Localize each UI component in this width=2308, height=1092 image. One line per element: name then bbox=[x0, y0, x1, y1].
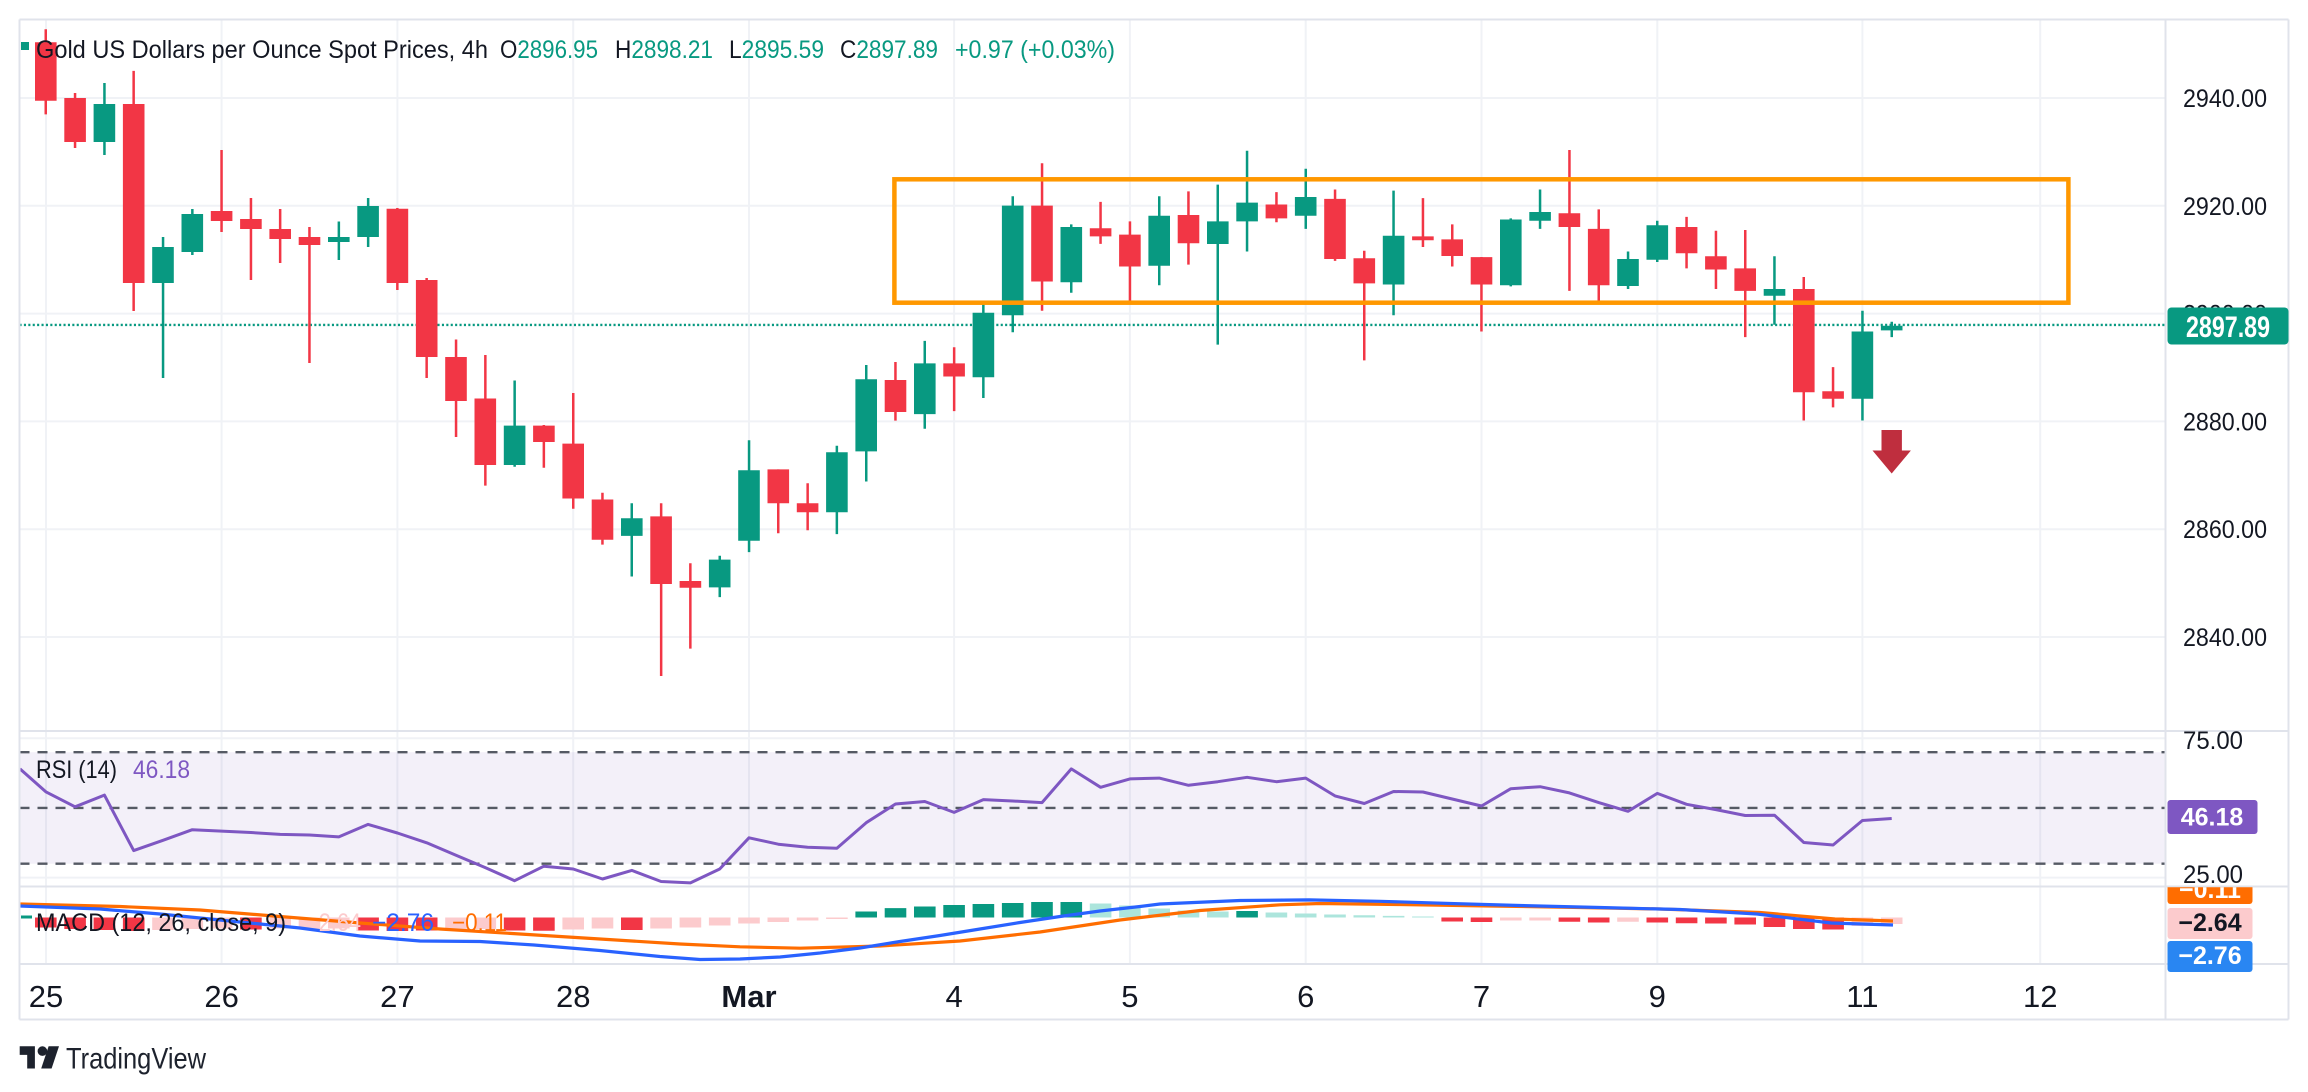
svg-text:2860.00: 2860.00 bbox=[2183, 516, 2267, 544]
svg-text:MACD (12, 26, close, 9): MACD (12, 26, close, 9) bbox=[36, 909, 286, 937]
svg-text:−2.76: −2.76 bbox=[2178, 942, 2241, 970]
svg-text:28: 28 bbox=[556, 979, 590, 1014]
svg-text:27: 27 bbox=[380, 979, 414, 1014]
svg-text:−0.11: −0.11 bbox=[452, 909, 507, 937]
svg-text:2940.00: 2940.00 bbox=[2183, 85, 2267, 113]
svg-text:11: 11 bbox=[1846, 979, 1878, 1014]
svg-text:4: 4 bbox=[945, 979, 962, 1014]
svg-text:+0.97 (+0.03%): +0.97 (+0.03%) bbox=[955, 36, 1115, 64]
svg-text:2880.00: 2880.00 bbox=[2183, 408, 2267, 436]
svg-text:−2.76: −2.76 bbox=[372, 909, 434, 937]
svg-text:O2896.95: O2896.95 bbox=[500, 36, 598, 64]
svg-text:Gold US Dollars per Ounce Spot: Gold US Dollars per Ounce Spot Prices, 4… bbox=[36, 36, 488, 64]
svg-text:H2898.21: H2898.21 bbox=[615, 36, 713, 64]
svg-text:25.00: 25.00 bbox=[2183, 861, 2243, 889]
svg-text:−0.11: −0.11 bbox=[2179, 876, 2241, 904]
svg-text:C2897.89: C2897.89 bbox=[840, 36, 938, 64]
svg-text:−2.64: −2.64 bbox=[2178, 909, 2241, 937]
svg-text:5: 5 bbox=[1121, 979, 1138, 1014]
svg-text:2920.00: 2920.00 bbox=[2183, 193, 2267, 221]
svg-text:Mar: Mar bbox=[721, 979, 776, 1014]
svg-text:TradingView: TradingView bbox=[66, 1043, 206, 1076]
svg-text:7: 7 bbox=[1473, 979, 1490, 1014]
svg-text:−2.64: −2.64 bbox=[306, 909, 361, 937]
svg-text:L2895.59: L2895.59 bbox=[729, 36, 824, 64]
svg-text:12: 12 bbox=[2023, 979, 2057, 1014]
svg-text:2840.00: 2840.00 bbox=[2183, 624, 2267, 652]
svg-text:26: 26 bbox=[204, 979, 238, 1014]
svg-text:RSI (14): RSI (14) bbox=[36, 756, 117, 784]
svg-text:46.18: 46.18 bbox=[2181, 804, 2244, 832]
svg-text:25: 25 bbox=[29, 979, 63, 1014]
svg-text:6: 6 bbox=[1297, 979, 1314, 1014]
svg-text:2897.89: 2897.89 bbox=[2186, 311, 2270, 344]
svg-text:75.00: 75.00 bbox=[2183, 727, 2243, 755]
svg-text:46.18: 46.18 bbox=[133, 756, 190, 784]
svg-text:9: 9 bbox=[1649, 979, 1666, 1014]
